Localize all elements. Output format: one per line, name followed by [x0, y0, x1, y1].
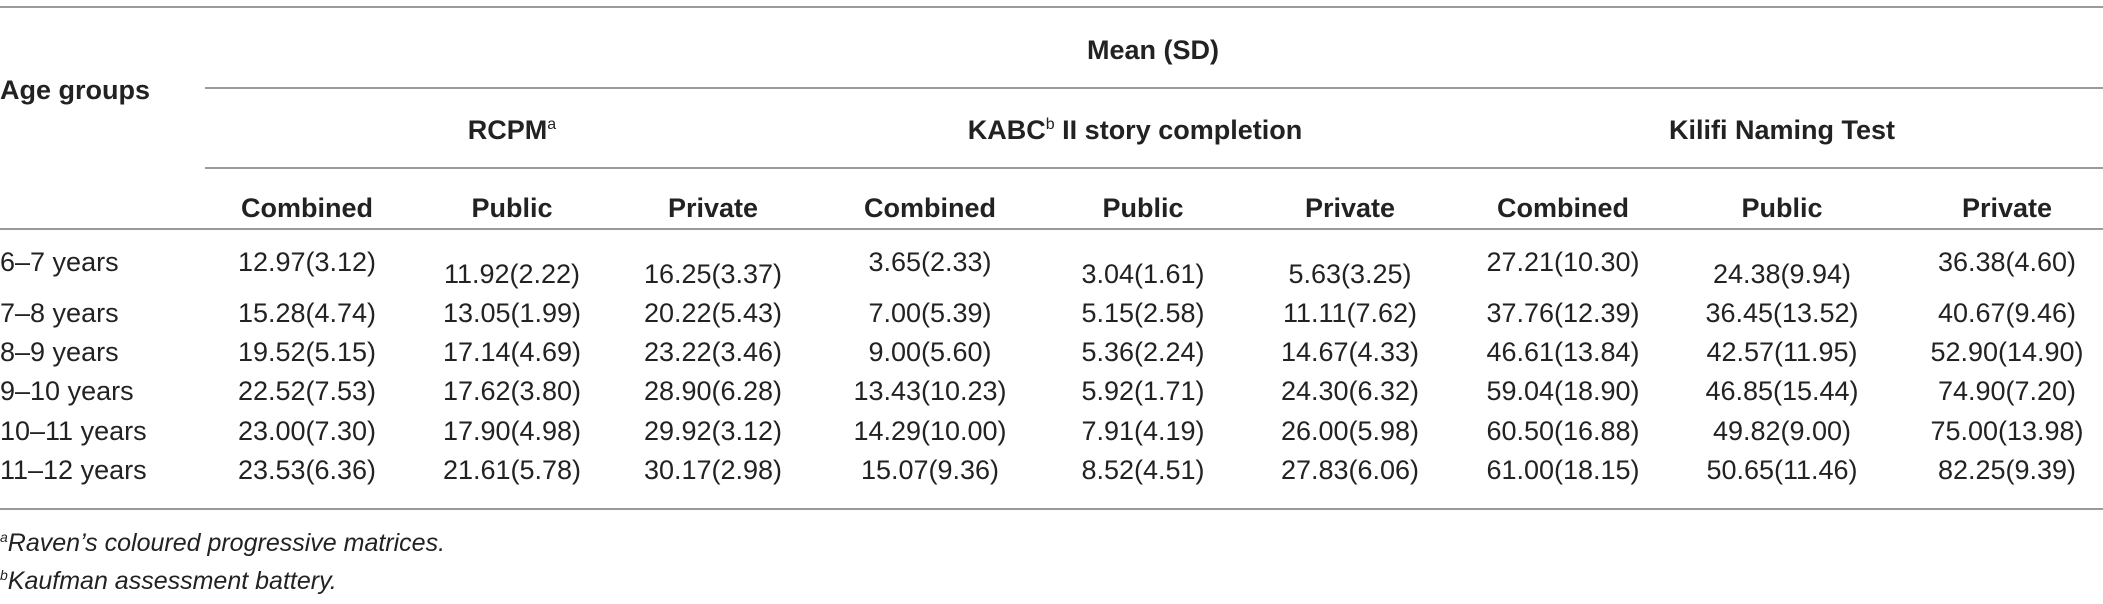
column-header: Public [471, 193, 553, 223]
table-cell: 46.61(13.84) [1486, 337, 1640, 367]
column-header: Combined [241, 193, 373, 223]
table-cell: 11.11(7.62) [1282, 298, 1418, 328]
table-cell: 23.53(6.36) [237, 455, 377, 485]
column-header: Combined [1497, 193, 1629, 223]
footnote-b: bKaufman assessment battery. [0, 567, 337, 595]
table-cell: 13.43(10.23) [853, 376, 1007, 406]
column-header: Private [667, 193, 759, 223]
table-cell: 27.83(6.06) [1280, 455, 1420, 485]
table-cell: 21.61(5.78) [442, 455, 582, 485]
table-cell: 24.30(6.32) [1280, 376, 1420, 406]
group-header: Mean (SD) [1086, 35, 1220, 65]
table-cell: 12.97(3.12) [237, 247, 377, 277]
row-age-label: 10–11 years [0, 416, 147, 446]
table-cell: 3.65(2.33) [868, 247, 992, 277]
column-header-rule [0, 228, 2103, 230]
table-cell: 29.92(3.12) [643, 416, 783, 446]
table-cell: 42.57(11.95) [1706, 337, 1858, 367]
table-cell: 5.15(2.58) [1081, 298, 1205, 328]
table-cell: 16.25(3.37) [643, 259, 783, 289]
table-cell: 24.38(9.94) [1712, 259, 1852, 289]
table-cell: 26.00(5.98) [1280, 416, 1420, 446]
table-cell: 11.92(2.22) [443, 259, 581, 289]
table-cell: 7.91(4.19) [1081, 416, 1205, 446]
table-cell: 13.05(1.99) [442, 298, 582, 328]
measure-header-rule [205, 167, 2103, 169]
table-cell: 36.45(13.52) [1705, 298, 1859, 328]
table-cell: 14.67(4.33) [1280, 337, 1420, 367]
footnote-a: aRaven’s coloured progressive matrices. [0, 529, 446, 557]
table-cell: 5.36(2.24) [1081, 337, 1205, 367]
table-cell: 17.62(3.80) [442, 376, 582, 406]
column-header: Private [1961, 193, 2053, 223]
table-cell: 36.38(4.60) [1937, 247, 2077, 277]
measure-header-kabc: KABCb II story completion [967, 115, 1303, 145]
row-age-label: 9–10 years [0, 376, 134, 406]
row-age-label: 8–9 years [0, 337, 119, 367]
table-cell: 20.22(5.43) [643, 298, 783, 328]
column-header: Combined [864, 193, 996, 223]
column-header: Public [1102, 193, 1184, 223]
table-cell: 23.22(3.46) [643, 337, 783, 367]
column-header: Private [1304, 193, 1396, 223]
table-cell: 17.14(4.69) [442, 337, 582, 367]
table-cell: 15.28(4.74) [237, 298, 377, 328]
row-age-label: 7–8 years [0, 298, 119, 328]
table-cell: 40.67(9.46) [1937, 298, 2077, 328]
table-cell: 60.50(16.88) [1486, 416, 1640, 446]
table-cell: 46.85(15.44) [1705, 376, 1859, 406]
table-cell: 37.76(12.39) [1486, 298, 1640, 328]
table-cell: 3.04(1.61) [1081, 259, 1205, 289]
table-cell: 15.07(9.36) [860, 455, 1000, 485]
table-cell: 74.90(7.20) [1937, 376, 2077, 406]
table-cell: 59.04(18.90) [1486, 376, 1640, 406]
table-cell: 22.52(7.53) [237, 376, 377, 406]
table-cell: 61.00(18.15) [1486, 455, 1640, 485]
group-header-rule [205, 87, 2103, 89]
table-cell: 14.29(10.00) [853, 416, 1007, 446]
table-cell: 82.25(9.39) [1937, 455, 2077, 485]
row-header-label: Age groups [0, 75, 151, 105]
table-cell: 23.00(7.30) [237, 416, 377, 446]
table-bottom-rule [0, 508, 2103, 510]
table-cell: 50.65(11.46) [1706, 455, 1858, 485]
table-cell: 52.90(14.90) [1930, 337, 2084, 367]
table-top-rule [0, 6, 2103, 8]
table-cell: 49.82(9.00) [1712, 416, 1852, 446]
table-cell: 8.52(4.51) [1081, 455, 1205, 485]
table-cell: 5.92(1.71) [1081, 376, 1205, 406]
table-cell: 5.63(3.25) [1288, 259, 1412, 289]
table-cell: 7.00(5.39) [868, 298, 992, 328]
table-cell: 9.00(5.60) [868, 337, 992, 367]
table-cell: 75.00(13.98) [1930, 416, 2084, 446]
measure-header-kilifi: Kilifi Naming Test [1668, 115, 1896, 145]
row-age-label: 11–12 years [0, 455, 147, 485]
table-cell: 28.90(6.28) [643, 376, 783, 406]
table-cell: 30.17(2.98) [643, 455, 783, 485]
table-cell: 19.52(5.15) [237, 337, 377, 367]
column-header: Public [1741, 193, 1823, 223]
row-age-label: 6–7 years [0, 247, 119, 277]
measure-header-rcpm: RCPMa [467, 115, 557, 145]
table-cell: 27.21(10.30) [1486, 247, 1640, 277]
table-cell: 17.90(4.98) [442, 416, 582, 446]
